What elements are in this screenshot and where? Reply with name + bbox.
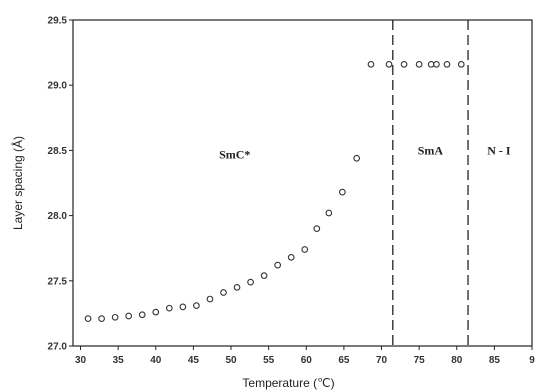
y-tick-label: 29.0 <box>48 81 68 92</box>
data-point <box>443 60 451 68</box>
x-axis-title: Temperature (℃) <box>242 376 334 390</box>
data-point <box>220 289 227 296</box>
data-point <box>138 311 146 319</box>
data-point <box>457 60 465 68</box>
data-point <box>287 253 295 261</box>
data-point <box>353 154 361 162</box>
y-tick-label: 29.5 <box>48 16 68 27</box>
data-point <box>125 312 133 320</box>
x-tick-label: 85 <box>489 355 501 366</box>
data-point <box>179 303 187 311</box>
x-tick-label: 70 <box>376 355 388 366</box>
x-tick-label: 45 <box>188 355 200 366</box>
data-point <box>385 60 393 68</box>
data-point <box>415 60 423 68</box>
data-point <box>367 60 375 68</box>
data-point <box>339 188 346 196</box>
data-point <box>301 246 309 253</box>
data-point <box>247 278 254 286</box>
phase-label: N - I <box>487 143 511 157</box>
x-tick-label: 55 <box>263 355 275 366</box>
plot-frame <box>72 19 533 347</box>
x-tick-label: 40 <box>150 355 162 366</box>
data-point <box>260 272 268 279</box>
data-point <box>152 308 160 316</box>
x-tick-label: 80 <box>451 355 463 366</box>
x-tick-label: 75 <box>414 355 426 366</box>
data-point <box>84 315 92 322</box>
y-tick-label: 28.5 <box>48 146 68 157</box>
x-tick-label: 60 <box>301 355 313 366</box>
data-point <box>313 225 321 232</box>
y-tick-label: 27.5 <box>48 276 68 287</box>
data-point <box>274 261 282 269</box>
data-point <box>400 60 408 68</box>
data-point <box>165 304 173 312</box>
y-tick-label: 27.0 <box>48 342 68 353</box>
x-tick-label: 50 <box>225 355 237 366</box>
data-point <box>193 302 200 309</box>
y-axis-title: Layer spacing (Å) <box>10 136 25 230</box>
phase-label: SmC* <box>219 147 250 161</box>
x-tick-label: 35 <box>113 355 125 366</box>
x-tick-label: 30 <box>75 355 87 366</box>
data-point <box>206 295 214 303</box>
data-point <box>325 209 333 217</box>
data-point <box>111 313 119 321</box>
x-tick-label: 65 <box>338 355 350 366</box>
y-tick-label: 28.0 <box>48 211 68 222</box>
phase-label: SmA <box>418 143 444 157</box>
data-point <box>233 283 241 291</box>
x-tick-label: 9 <box>529 355 535 366</box>
data-point <box>98 315 105 322</box>
data-point <box>433 60 440 68</box>
